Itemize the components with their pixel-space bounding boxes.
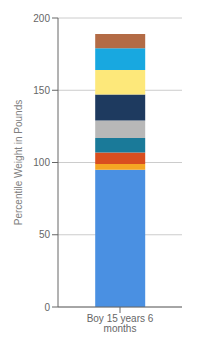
svg-text:50: 50: [39, 229, 51, 240]
svg-text:Percentile Weight in Pounds: Percentile Weight in Pounds: [13, 100, 24, 225]
svg-text:Boy 15 years 6months: Boy 15 years 6months: [87, 313, 154, 334]
svg-text:150: 150: [33, 85, 50, 96]
svg-text:200: 200: [33, 13, 50, 24]
svg-text:100: 100: [33, 157, 50, 168]
svg-text:0: 0: [44, 302, 50, 313]
